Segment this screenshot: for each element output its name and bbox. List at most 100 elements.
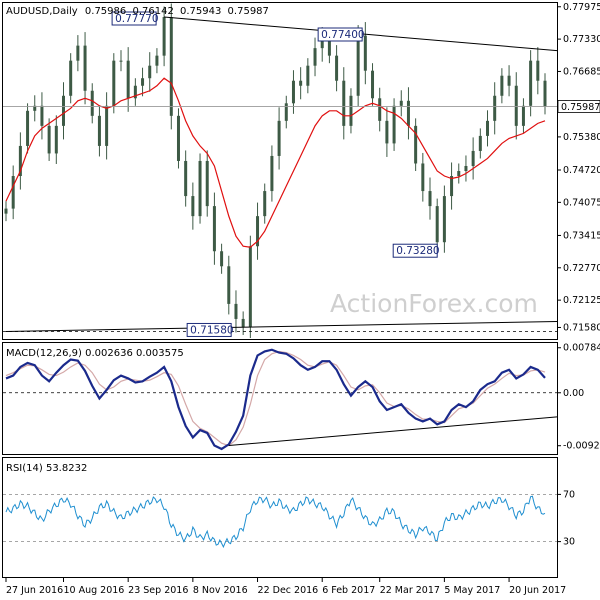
- candle-body: [514, 85, 518, 126]
- candle-body: [277, 120, 281, 156]
- candle-body: [241, 318, 245, 328]
- candle-body: [270, 155, 274, 192]
- price-y-tick-label: 0.71580: [563, 322, 600, 333]
- price-annotation-label: 0.77770: [115, 13, 158, 25]
- price-panel-frame: [2, 2, 558, 340]
- candle-body: [148, 65, 152, 79]
- candle-body: [263, 191, 267, 217]
- price-y-tick-label: 0.74720: [563, 165, 600, 176]
- candle-body: [306, 65, 310, 86]
- price-annotation-label: 0.71580: [190, 324, 233, 336]
- price-annotation-label: 0.77400: [321, 29, 364, 41]
- candle-body: [69, 60, 73, 96]
- candle-body: [169, 17, 173, 116]
- candle-body: [248, 246, 252, 328]
- candle-body: [471, 150, 475, 166]
- candle-body: [406, 100, 410, 126]
- candle-body: [493, 95, 497, 121]
- candle-body: [198, 160, 202, 217]
- candle-body: [105, 105, 109, 146]
- x-tick-label: 8 Nov 2016: [193, 585, 248, 596]
- current-price-tag: [557, 100, 600, 113]
- candle-body: [33, 105, 37, 111]
- candle-body: [486, 120, 490, 136]
- macd-panel-frame: [2, 342, 558, 455]
- candle-body: [119, 60, 123, 62]
- macd-y-tick-label: -0.00923: [563, 441, 600, 452]
- rsi-panel-frame: [2, 457, 558, 578]
- candle-body: [97, 115, 101, 146]
- rsi-line: [5, 495, 546, 549]
- candle-body: [54, 125, 58, 154]
- price-y-tick-label: 0.77975: [563, 2, 600, 13]
- price-annotation-box: [111, 11, 157, 26]
- x-tick-label: 6 Feb 2017: [322, 585, 375, 596]
- price-y-tick-label: 0.76685: [563, 66, 600, 77]
- candle-body: [529, 60, 533, 106]
- candle-body: [335, 55, 339, 81]
- candle-body: [392, 105, 396, 144]
- candle-body: [191, 196, 195, 217]
- candle-body: [543, 80, 547, 107]
- x-tick-label: 22 Dec 2016: [258, 585, 319, 596]
- price-y-tick-label: 0.74075: [563, 197, 600, 208]
- x-tick-label: 27 Jun 2016: [6, 585, 63, 596]
- candle-body: [184, 160, 188, 197]
- candle-body: [205, 160, 209, 207]
- x-tick-label: 22 Mar 2017: [380, 585, 440, 596]
- candle-body: [536, 60, 540, 81]
- rsi-panel-title: RSI(14) 53.8232: [6, 463, 87, 474]
- candle-body: [155, 55, 159, 66]
- macd-y-tick-label: 0.007848: [563, 343, 600, 354]
- candle-body: [507, 75, 511, 86]
- current-price-label: 0.75987: [561, 102, 600, 113]
- candle-body: [176, 115, 180, 161]
- price-annotation-box: [392, 243, 438, 258]
- candle-body: [220, 251, 224, 267]
- candle-body: [112, 60, 116, 106]
- watermark: ActionForex.com: [330, 289, 538, 318]
- macd-y-tick-label: 0.00: [563, 388, 584, 399]
- candle-body: [363, 35, 367, 71]
- rsi-y-tick-label: 70: [563, 489, 575, 500]
- price-layer: 0.77770 0.77400 0.73280 0.71580: [3, 3, 558, 338]
- macd-signal-line: [5, 350, 546, 447]
- candle-body: [385, 120, 389, 144]
- price-y-tick-label: 0.73415: [563, 230, 600, 241]
- x-tick-label: 5 May 2017: [444, 585, 500, 596]
- price-y-tick-label: 0.77330: [563, 34, 600, 45]
- candle-body: [457, 171, 461, 177]
- candle-body: [212, 206, 216, 252]
- candle-body: [126, 60, 130, 99]
- x-tick-label: 23 Sep 2016: [128, 585, 188, 596]
- candle-body: [18, 145, 22, 177]
- candle-body: [40, 105, 44, 126]
- candle-body: [378, 98, 382, 121]
- macd-trendline: [228, 416, 558, 447]
- candle-body: [133, 85, 137, 99]
- candle-body: [342, 80, 346, 126]
- candle-body: [327, 40, 331, 56]
- price-annotation-box: [317, 27, 363, 42]
- candle-body: [141, 78, 145, 86]
- rsi-layer: [3, 493, 557, 549]
- x-tick-label: 20 Jun 2017: [509, 585, 566, 596]
- candle-body: [162, 17, 166, 56]
- macd-line: [5, 348, 546, 451]
- candle-body: [313, 48, 317, 66]
- candle-body: [284, 103, 288, 121]
- candle-body: [234, 303, 238, 319]
- macd-panel-title: MACD(12,26,9) 0.002636 0.003575: [6, 348, 184, 359]
- price-panel-title: AUDUSD,Daily 0.75986 0.76142 0.75943 0.7…: [6, 6, 269, 17]
- candle-body: [421, 163, 425, 192]
- candle-body: [26, 110, 30, 146]
- trendline: [5, 320, 558, 332]
- moving-average-line: [5, 77, 546, 248]
- candle-body: [83, 45, 87, 91]
- candle-body: [521, 105, 525, 126]
- candle-body: [399, 100, 403, 106]
- candle-body: [442, 196, 446, 243]
- candle-body: [4, 208, 8, 214]
- candle-body: [450, 176, 454, 197]
